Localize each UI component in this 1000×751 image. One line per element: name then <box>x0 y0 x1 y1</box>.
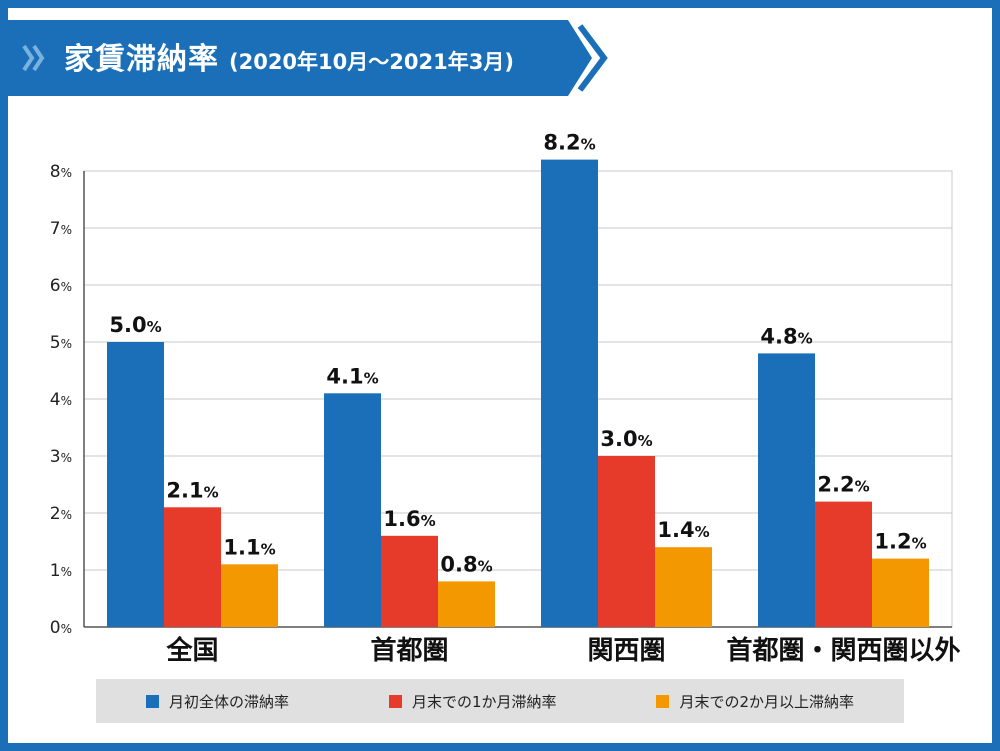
y-tick-label: 6% <box>50 276 72 296</box>
bar <box>872 558 929 627</box>
y-tick-label: 5% <box>50 333 72 353</box>
chevron-icon <box>22 44 35 72</box>
data-label: 1.6% <box>383 507 435 531</box>
legend-swatch-series-2 <box>388 694 402 708</box>
x-tick-label: 関西圏 <box>587 636 665 666</box>
data-label: 1.2% <box>874 530 926 554</box>
bar <box>758 353 815 627</box>
title-row: 家賃滞納率 (2020年10月〜2021年3月) <box>64 34 514 80</box>
x-tick-label: 全国 <box>165 635 218 666</box>
bar <box>655 547 712 627</box>
legend-label-series-3: 月末での2か月以上滞納率 <box>679 692 854 711</box>
legend-item-series-1: 月初全体の滞納率 <box>145 691 289 712</box>
data-label: 5.0% <box>109 313 161 337</box>
bar <box>381 535 438 627</box>
y-tick-label: 7% <box>50 219 72 239</box>
title-banner-shape <box>0 20 592 96</box>
chart-subtitle: (2020年10月〜2021年3月) <box>229 50 514 74</box>
bar <box>107 342 164 627</box>
banner-end-chevron <box>577 24 608 92</box>
y-tick-label: 8% <box>50 162 72 182</box>
legend-swatch-series-3 <box>656 694 670 708</box>
legend-swatch-series-1 <box>145 694 159 708</box>
data-label: 3.0% <box>600 427 652 451</box>
data-label: 4.8% <box>760 324 812 348</box>
y-tick-label: 3% <box>50 447 72 467</box>
bar <box>324 393 381 627</box>
legend-label-series-1: 月初全体の滞納率 <box>168 692 289 711</box>
data-label: 4.1% <box>326 364 378 388</box>
legend-item-series-3: 月末での2か月以上滞納率 <box>656 691 854 712</box>
legend-label-series-2: 月末での1か月滞納率 <box>411 692 557 711</box>
data-label: 1.4% <box>657 518 709 542</box>
data-label: 1.1% <box>223 535 275 559</box>
data-label: 2.2% <box>817 473 869 497</box>
y-tick-label: 0% <box>50 618 72 638</box>
bar <box>541 159 598 627</box>
y-tick-label: 1% <box>50 561 72 581</box>
bar <box>221 564 278 627</box>
bar <box>438 581 495 627</box>
legend: 月初全体の滞納率 月末での1か月滞納率 月末での2か月以上滞納率 <box>96 679 904 723</box>
y-tick-label: 2% <box>50 504 72 524</box>
data-label: 2.1% <box>166 478 218 502</box>
chart-title: 家賃滞納率 <box>64 42 219 77</box>
data-label: 0.8% <box>440 552 492 576</box>
x-tick-label: 首都圏 <box>370 635 448 666</box>
title-banner <box>0 20 608 96</box>
data-label: 8.2% <box>543 131 595 155</box>
y-tick-label: 4% <box>50 390 72 410</box>
bar <box>815 501 872 627</box>
bar <box>598 456 655 627</box>
bar <box>164 507 221 627</box>
legend-item-series-2: 月末での1か月滞納率 <box>388 691 557 712</box>
chevron-icon <box>32 44 45 72</box>
x-tick-label: 首都圏・関西圏以外 <box>726 635 960 666</box>
